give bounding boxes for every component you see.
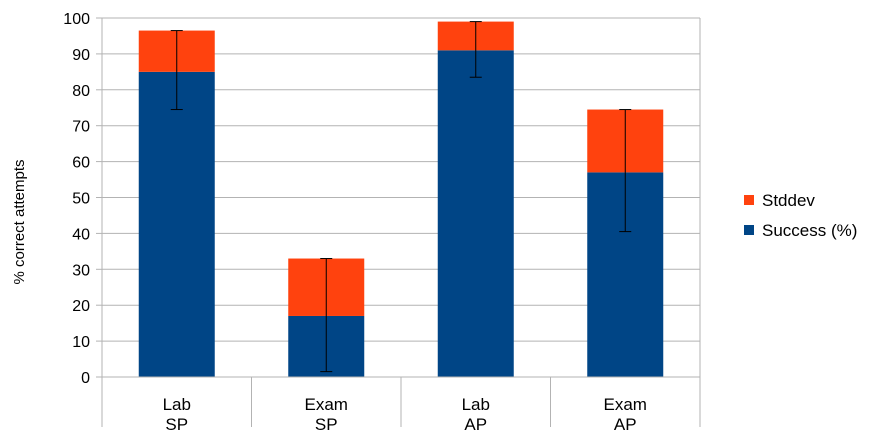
y-tick-label: 50 (72, 191, 90, 208)
y-tick-label: 0 (81, 370, 90, 387)
x-category-label: Lab (462, 395, 490, 414)
x-category-label: SP (315, 415, 338, 432)
y-tick-label: 100 (63, 11, 90, 28)
y-tick-label: 30 (72, 262, 90, 279)
y-tick-label: 80 (72, 83, 90, 100)
legend-swatch (744, 195, 754, 205)
error-bars (170, 21, 632, 373)
y-tick-label: 70 (72, 119, 90, 136)
y-tick-label: 90 (72, 47, 90, 64)
bar-success (138, 71, 215, 377)
y-tick-label: 20 (72, 298, 90, 315)
x-category-label: Exam (305, 395, 348, 414)
axes (101, 18, 701, 427)
legend-swatch (744, 225, 754, 235)
x-category-label: SP (165, 415, 188, 432)
y-tick-labels: 0 10 20 30 40 50 60 70 80 90 100 (63, 11, 90, 387)
x-category-label: AP (464, 415, 487, 432)
bars (138, 21, 664, 378)
legend-label: Success (%) (762, 221, 857, 240)
x-category-label: Lab (163, 395, 191, 414)
y-tick-label: 40 (72, 226, 90, 243)
y-tick-label: 60 (72, 155, 90, 172)
bar-success (437, 50, 514, 378)
legend-label: Stddev (762, 191, 815, 210)
x-category-label: AP (614, 415, 637, 432)
y-axis-label: % correct attempts (11, 159, 28, 284)
x-category-label: Exam (604, 395, 647, 414)
legend: Stddev Success (%) (744, 191, 857, 240)
y-tick-label: 10 (72, 334, 90, 351)
